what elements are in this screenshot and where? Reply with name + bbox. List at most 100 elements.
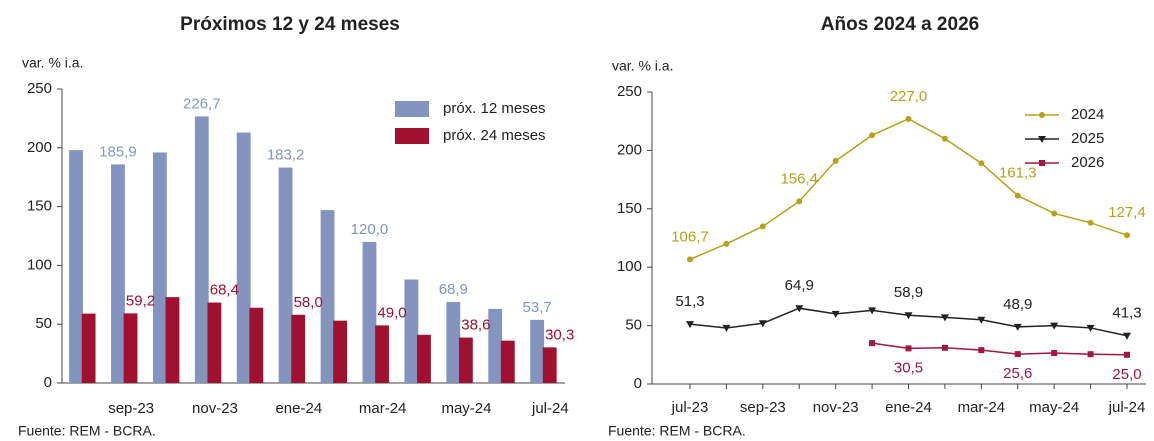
value-label: 161,3 <box>999 165 1037 182</box>
point <box>1124 232 1130 239</box>
point <box>941 344 948 351</box>
y-tick-label: 200 <box>27 139 52 156</box>
x-tick-label: ene-24 <box>885 399 932 416</box>
point <box>905 115 912 122</box>
point <box>795 305 804 313</box>
x-tick-label: mar-24 <box>359 400 407 417</box>
value-label: 48,9 <box>1003 296 1032 313</box>
x-tick-label: may-24 <box>1029 399 1079 416</box>
y-tick-label: 0 <box>634 375 642 392</box>
point <box>869 340 876 347</box>
value-label: 25,0 <box>1112 366 1141 383</box>
y-tick-label: 50 <box>625 317 642 334</box>
axis-label: var. % i.a. <box>22 55 83 71</box>
point <box>832 157 839 164</box>
bar <box>458 337 473 383</box>
source: Fuente: REM - BCRA. <box>18 423 156 439</box>
value-label: 58,0 <box>294 294 323 311</box>
bar <box>278 167 293 383</box>
point <box>978 347 985 354</box>
bar <box>69 150 83 383</box>
x-tick-label: sep-23 <box>740 399 786 416</box>
point <box>977 316 986 324</box>
point <box>758 320 767 328</box>
value-label: 64,9 <box>785 277 814 294</box>
value-label: 49,0 <box>377 304 406 321</box>
point <box>1050 322 1059 330</box>
point <box>1013 323 1022 331</box>
point <box>796 198 803 205</box>
x-tick-label: jul-24 <box>531 400 569 417</box>
bar <box>417 334 431 383</box>
value-label: 106,7 <box>671 228 709 245</box>
value-label: 68,4 <box>210 282 239 299</box>
point <box>940 314 949 322</box>
y-tick-label: 150 <box>27 198 52 215</box>
point <box>1123 332 1131 340</box>
y-tick-label: 250 <box>617 83 642 100</box>
bar <box>194 116 209 383</box>
y-tick-label: 250 <box>27 80 52 97</box>
point <box>759 223 766 230</box>
legend-label: 2024 <box>1071 106 1104 123</box>
value-label: 51,3 <box>675 293 704 310</box>
y-tick-label: 0 <box>44 374 52 391</box>
x-tick-label: sep-23 <box>108 400 154 417</box>
bar <box>249 307 264 383</box>
legend-label: 2025 <box>1071 130 1104 147</box>
point <box>831 310 840 318</box>
point <box>1086 324 1095 332</box>
value-label: 25,6 <box>1003 365 1032 382</box>
x-tick-label: may-24 <box>441 400 491 417</box>
x-tick-label: jul-24 <box>1108 399 1146 416</box>
y-tick-label: 50 <box>35 315 52 332</box>
bar <box>236 132 251 383</box>
chart-title: Años 2024 a 2026 <box>821 14 979 35</box>
y-tick-label: 150 <box>617 200 642 217</box>
bar <box>404 279 419 383</box>
bar <box>207 302 222 383</box>
x-tick-label: jul-23 <box>671 399 709 416</box>
y-tick-label: 100 <box>617 258 642 275</box>
point <box>941 135 948 142</box>
bar <box>333 320 348 383</box>
bar <box>152 152 167 383</box>
point <box>868 307 877 315</box>
point <box>869 132 876 139</box>
value-label: 53,7 <box>523 299 552 316</box>
y-tick-label: 100 <box>27 256 52 273</box>
value-label: 30,5 <box>894 359 923 376</box>
value-label: 41,3 <box>1112 305 1141 322</box>
bar <box>81 313 96 383</box>
value-label: 59,2 <box>126 292 155 309</box>
point <box>1014 192 1021 199</box>
value-label: 38,6 <box>461 317 490 334</box>
value-label: 156,4 <box>780 170 818 187</box>
value-label: 183,2 <box>267 147 305 164</box>
bar <box>291 314 306 383</box>
bar <box>111 164 125 383</box>
point <box>1014 351 1021 358</box>
bar <box>500 340 515 383</box>
legend-swatch <box>395 128 429 144</box>
line <box>689 118 1128 261</box>
value-label: 185,9 <box>99 143 137 160</box>
bar <box>320 210 335 383</box>
point <box>722 324 731 332</box>
x-tick-label: ene-24 <box>275 400 322 417</box>
point <box>1039 160 1045 166</box>
bar <box>530 319 545 383</box>
point <box>1087 219 1094 226</box>
point <box>687 256 693 263</box>
legend-swatch <box>395 101 429 117</box>
x-tick-label: nov-23 <box>192 400 238 417</box>
bar <box>375 325 389 383</box>
point <box>978 160 985 167</box>
line <box>871 342 1128 356</box>
point <box>1039 112 1045 118</box>
value-label: 227,0 <box>890 88 928 105</box>
legend-label: próx. 24 meses <box>443 127 546 144</box>
point <box>686 321 694 329</box>
point <box>1038 136 1046 143</box>
